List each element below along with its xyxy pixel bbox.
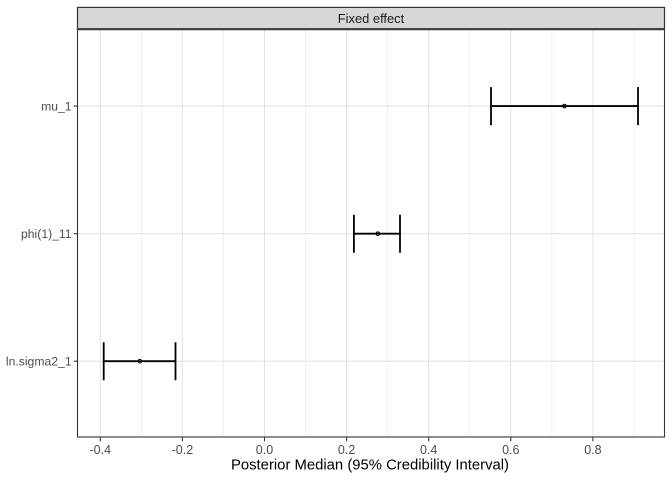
svg-text:mu_1: mu_1	[41, 99, 72, 113]
svg-text:-0.4: -0.4	[90, 443, 112, 457]
svg-text:0.4: 0.4	[420, 443, 437, 457]
svg-text:-0.2: -0.2	[172, 443, 194, 457]
svg-text:Fixed effect: Fixed effect	[338, 11, 405, 26]
svg-text:Posterior Median (95% Credibil: Posterior Median (95% Credibility Interv…	[231, 458, 509, 474]
svg-text:0.0: 0.0	[256, 443, 273, 457]
svg-text:ln.sigma2_1: ln.sigma2_1	[6, 354, 72, 368]
svg-text:0.8: 0.8	[584, 443, 601, 457]
svg-text:0.2: 0.2	[338, 443, 355, 457]
svg-text:phi(1)_11: phi(1)_11	[21, 227, 72, 241]
svg-text:0.6: 0.6	[502, 443, 519, 457]
